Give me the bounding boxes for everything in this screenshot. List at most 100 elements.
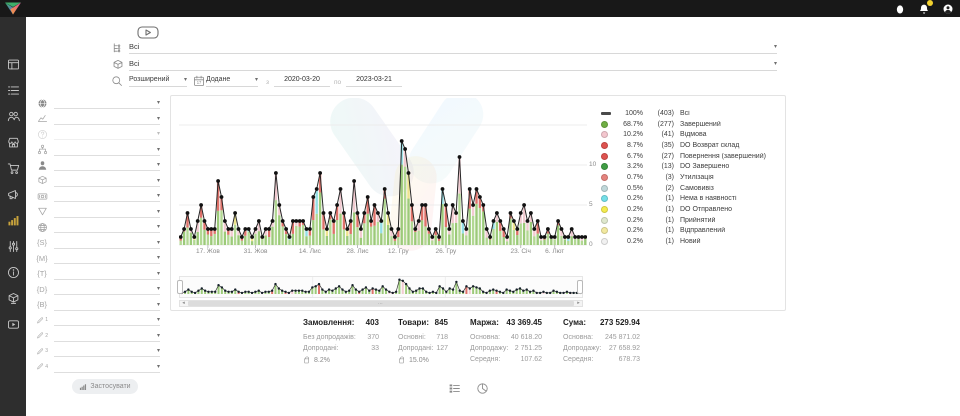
- filter-param-m-select[interactable]: ▾: [54, 252, 160, 264]
- legend-label: Самовивіз: [680, 184, 714, 192]
- label-tag-icon[interactable]: [136, 25, 160, 40]
- legend-item-8[interactable]: 0.2% (1) Нема в наявності: [601, 194, 783, 205]
- date-to-label: по: [334, 79, 342, 86]
- filter-product-select[interactable]: ▾: [54, 175, 160, 187]
- stat-value: 273 529.94: [599, 318, 640, 327]
- x-axis-tick: 26. Гру: [435, 248, 457, 255]
- notifications-bell-icon[interactable]: [917, 0, 933, 15]
- param-t-icon: {T}: [37, 269, 47, 278]
- scroll-right-arrow[interactable]: ▸: [577, 300, 580, 306]
- filter-custom-field-2-select[interactable]: ▾: [54, 330, 160, 342]
- filter-custom-field-3-select[interactable]: ▾: [54, 345, 160, 357]
- filter-payment-select[interactable]: ▾: [54, 190, 160, 202]
- legend-percent: 0.2%: [627, 195, 643, 203]
- legend-item-2[interactable]: 10.2% (41) Відмова: [601, 129, 783, 140]
- sidebar-item-products[interactable]: [0, 285, 26, 311]
- custom-field-1-icon: 1: [36, 314, 48, 326]
- sidebar-item-settings[interactable]: [0, 233, 26, 259]
- legend-dot-marker: [601, 206, 608, 214]
- legend-dot-marker: [601, 163, 608, 171]
- legend-item-5[interactable]: 3.2% (13) DO Завершено: [601, 161, 783, 172]
- legend-item-9[interactable]: 0.2% (1) DO Отправлено: [601, 204, 783, 215]
- legend-item-6[interactable]: 0.7% (3) Утилізація: [601, 172, 783, 183]
- app-logo[interactable]: [3, 1, 23, 16]
- navigator-right-handle[interactable]: [577, 280, 583, 294]
- legend-count: (35): [661, 141, 674, 149]
- sidebar-item-info[interactable]: [0, 259, 26, 285]
- x-axis-tick: 6. Лют: [545, 248, 565, 255]
- filter-funnel-select[interactable]: ▾: [54, 206, 160, 218]
- product-filter-select[interactable]: Всі ▾: [129, 57, 777, 71]
- scroll-left-arrow[interactable]: ◂: [182, 300, 185, 306]
- sidebar-item-store[interactable]: [0, 129, 26, 155]
- scrollbar-thumb[interactable]: ⋯: [188, 301, 574, 307]
- legend-label: Всі: [680, 109, 690, 117]
- chevron-down-icon: ▾: [254, 77, 258, 83]
- sidebar-item-customers[interactable]: [0, 103, 26, 129]
- apply-button[interactable]: Застосувати: [72, 379, 138, 394]
- stat-sub-value: 27 658.92: [608, 345, 640, 352]
- pie-view-button[interactable]: [476, 382, 490, 396]
- legend-percent: 68.7%: [623, 120, 643, 128]
- navigator-scrollbar[interactable]: ◂ ⋯ ▸: [179, 300, 583, 307]
- legend-item-0[interactable]: 100% (403) Всі: [601, 108, 783, 119]
- legend-count: (13): [661, 163, 674, 171]
- date-field-select[interactable]: Додане ▾: [206, 73, 258, 87]
- legend-item-10[interactable]: 0.2% (1) Прийнятий: [601, 215, 783, 226]
- filter-param-b-select[interactable]: ▾: [54, 299, 160, 311]
- sidebar-item-marketing[interactable]: [0, 181, 26, 207]
- legend-dot-marker: [601, 152, 608, 160]
- legend-item-3[interactable]: 8.7% (35) DO Возврат склад: [601, 140, 783, 151]
- category-filter-select[interactable]: Всі ▾: [129, 40, 777, 54]
- sidebar-item-video-tutorials[interactable]: [0, 311, 26, 337]
- filter-structure-select[interactable]: ▾: [54, 144, 160, 156]
- search-mode-select[interactable]: Розширений ▾: [129, 73, 187, 87]
- sidebar-item-cart[interactable]: [0, 155, 26, 181]
- filter-param-t-select[interactable]: ▾: [54, 268, 160, 280]
- filter-country-select[interactable]: ▾: [54, 97, 160, 109]
- filter-status-help-select[interactable]: ▾: [54, 128, 160, 140]
- filter-custom-field-4-select[interactable]: ▾: [54, 361, 160, 373]
- list-view-button[interactable]: [448, 382, 462, 396]
- search-icon[interactable]: [111, 75, 123, 87]
- sidebar-item-orders-list[interactable]: [0, 77, 26, 103]
- sidebar-item-dashboard[interactable]: [0, 51, 26, 77]
- stat-sub-label: Середня:: [470, 356, 501, 363]
- stat-sub-label: Допродані:: [398, 345, 434, 352]
- stat-sub-label: Допродажу:: [470, 345, 509, 352]
- filter-param-s-select[interactable]: ▾: [54, 237, 160, 249]
- filter-param-d-select[interactable]: ▾: [54, 283, 160, 295]
- param-d-icon: {D}: [36, 284, 48, 294]
- stat-sub-value: 127: [436, 345, 448, 352]
- chevron-down-icon: ▾: [156, 348, 160, 354]
- legend-percent: 6.7%: [627, 152, 643, 160]
- legend-dot-marker: [601, 227, 608, 235]
- legend-item-11[interactable]: 0.2% (1) Відправлений: [601, 226, 783, 237]
- filter-web-source-select[interactable]: ▾: [54, 221, 160, 233]
- filter-trend-select[interactable]: ▾: [54, 113, 160, 125]
- date-from-label: з: [266, 79, 269, 86]
- legend-item-7[interactable]: 0.5% (2) Самовивіз: [601, 183, 783, 194]
- legend-item-12[interactable]: 0.2% (1) Новий: [601, 236, 783, 247]
- filter-custom-field-1-select[interactable]: ▾: [54, 314, 160, 326]
- legend-label: Відправлений: [680, 227, 726, 235]
- chevron-down-icon: ▾: [156, 239, 160, 246]
- date-to-input[interactable]: 2023-03-21: [346, 73, 402, 87]
- stat-sub-label: Основні:: [398, 334, 426, 341]
- legend-item-4[interactable]: 6.7% (27) Повернення (завершений): [601, 151, 783, 162]
- x-axis-tick: 31. Жов: [243, 248, 268, 255]
- filter-manager-select[interactable]: ▾: [54, 159, 160, 171]
- chevron-down-icon: ▾: [156, 177, 160, 184]
- chart-navigator[interactable]: [179, 276, 583, 298]
- legend-count: (3): [665, 173, 674, 181]
- navigator-left-handle[interactable]: [177, 280, 183, 294]
- stat-sub-value: 2 751.25: [514, 345, 542, 352]
- legend-item-1[interactable]: 68.7% (277) Завершений: [601, 119, 783, 130]
- sidebar-item-analytics[interactable]: [0, 207, 26, 233]
- date-from-input[interactable]: 2020-03-20: [274, 73, 330, 87]
- chevron-down-icon: ▾: [156, 301, 160, 308]
- profile-egg-icon[interactable]: [893, 2, 906, 15]
- avatar-icon[interactable]: [941, 2, 954, 15]
- payment-icon: [36, 190, 48, 202]
- legend-percent: 8.7%: [627, 141, 643, 149]
